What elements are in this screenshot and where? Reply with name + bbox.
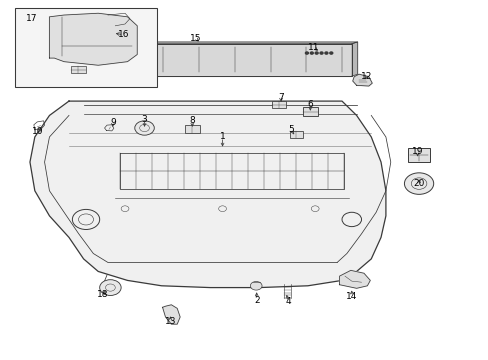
Bar [272, 101, 285, 108]
Bar [290, 131, 302, 138]
Text: 19: 19 [411, 147, 423, 156]
Bar [71, 66, 86, 73]
Text: 8: 8 [189, 116, 195, 125]
Bar [15, 8, 157, 87]
Polygon shape [162, 305, 180, 324]
Text: 12: 12 [360, 72, 371, 81]
Circle shape [329, 52, 332, 54]
Text: 15: 15 [190, 34, 201, 43]
Text: 1: 1 [219, 132, 225, 141]
Polygon shape [30, 101, 385, 288]
Text: 17: 17 [25, 14, 37, 23]
Polygon shape [118, 42, 357, 44]
Text: 11: 11 [307, 43, 319, 52]
Polygon shape [339, 270, 369, 288]
Text: 5: 5 [288, 125, 294, 134]
Bar [303, 44, 336, 55]
Circle shape [305, 52, 308, 54]
Circle shape [320, 52, 323, 54]
Circle shape [135, 121, 154, 135]
Text: 9: 9 [110, 118, 116, 127]
Bar [303, 107, 317, 116]
Circle shape [404, 173, 433, 194]
Text: 14: 14 [346, 292, 357, 301]
Text: 4: 4 [285, 297, 290, 306]
Text: 16: 16 [118, 30, 129, 39]
Circle shape [250, 282, 262, 290]
Polygon shape [118, 44, 351, 76]
Text: 18: 18 [97, 290, 109, 299]
Bar [407, 148, 429, 162]
Text: 7: 7 [278, 93, 284, 102]
Text: 6: 6 [307, 100, 312, 109]
Circle shape [315, 52, 318, 54]
Polygon shape [49, 13, 137, 65]
Bar [30, 14, 43, 22]
Bar [184, 125, 199, 133]
Text: 2: 2 [253, 296, 259, 305]
Text: 13: 13 [164, 317, 176, 326]
Circle shape [310, 52, 313, 54]
Polygon shape [352, 74, 371, 86]
Text: 20: 20 [412, 179, 424, 188]
Circle shape [100, 280, 121, 296]
Circle shape [325, 52, 327, 54]
Text: 3: 3 [142, 114, 147, 123]
Polygon shape [351, 42, 357, 76]
Text: 10: 10 [31, 127, 43, 136]
